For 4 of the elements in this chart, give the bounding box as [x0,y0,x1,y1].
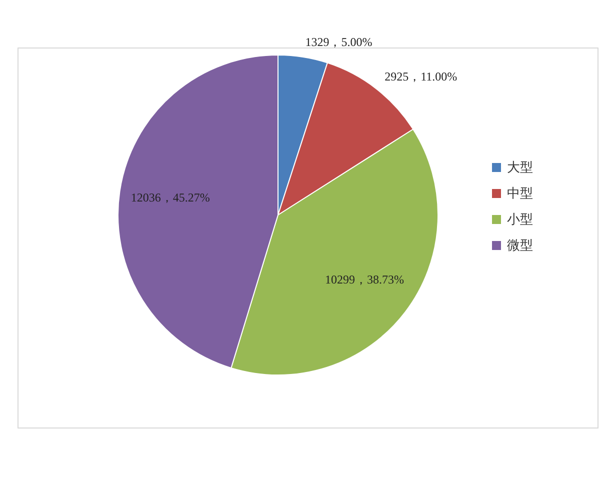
legend-label: 小型 [507,212,533,228]
legend-label: 大型 [507,160,533,176]
legend-label: 中型 [507,186,533,202]
legend-label: 微型 [507,238,533,254]
